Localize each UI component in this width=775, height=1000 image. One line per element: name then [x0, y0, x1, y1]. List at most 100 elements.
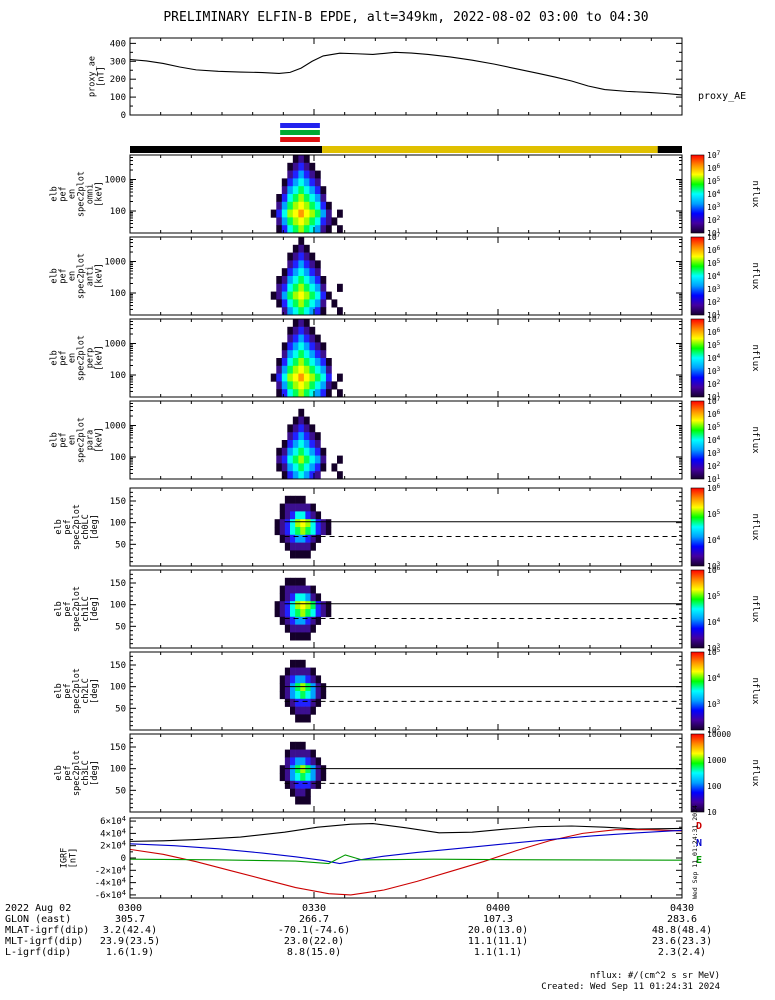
nflux-units-label: nflux: #/(cm^2 s sr MeV) — [589, 971, 720, 981]
svg-text:101: 101 — [707, 310, 721, 320]
panel-pa_ch0: 50 100 150 elb pef spec2plot ch0LC [deg] 106 105 1… — [54, 483, 760, 571]
svg-text:[keV]: [keV] — [95, 263, 105, 289]
svg-text:150: 150 — [110, 743, 126, 753]
created-timestamp: Created: Wed Sep 11 01:24:31 2024 — [541, 982, 720, 992]
svg-text:spec2plot: spec2plot — [77, 335, 87, 381]
svg-text:100: 100 — [110, 453, 126, 463]
colorbar — [690, 154, 705, 234]
svg-text:104: 104 — [707, 535, 721, 545]
svg-text:elb: elb — [50, 268, 60, 283]
svg-text:ch0LC: ch0LC — [81, 514, 91, 540]
svg-text:elb: elb — [54, 765, 64, 780]
svg-text:50: 50 — [115, 622, 126, 632]
panel-pa_ch2: 50 100 150 elb pef spec2plot ch2LC [deg] 105 104 1… — [54, 647, 760, 735]
lshell-value: 8.8(15.0) — [286, 947, 342, 958]
svg-text:105: 105 — [707, 509, 721, 519]
availability-bar-segment — [130, 146, 323, 153]
svg-text:106: 106 — [707, 327, 721, 337]
svg-text:spec2plot: spec2plot — [72, 668, 82, 714]
y-axis-label: proxy_ae [nT] — [88, 56, 107, 97]
svg-text:103: 103 — [707, 561, 721, 571]
svg-text:100: 100 — [110, 683, 126, 693]
svg-text:elb: elb — [54, 519, 64, 534]
svg-text:100: 100 — [110, 207, 126, 217]
svg-text:spec2plot: spec2plot — [77, 417, 87, 463]
svg-text:[deg]: [deg] — [90, 760, 100, 786]
side-timestamp: Wed Sep 11 01:24:31 2024 — [691, 805, 699, 899]
availability-bar-segment — [657, 146, 682, 153]
svg-text:50: 50 — [115, 704, 126, 714]
mlt-value: 23.6(23.3) — [651, 936, 713, 947]
y-axis-label: elb pef spec2plot ch2LC [deg] — [54, 668, 100, 714]
annotation-row-mlt: MLT-igrf(dip) 23.9(23.5) 23.0(22.0) 11.1… — [0, 936, 775, 947]
time-tick-label: 0330 — [301, 903, 327, 914]
svg-text:E: E — [696, 855, 702, 866]
svg-text:[keV]: [keV] — [95, 427, 105, 453]
svg-text:ch2LC: ch2LC — [81, 678, 91, 704]
colorbar — [690, 651, 705, 731]
svg-text:104: 104 — [707, 435, 721, 445]
svg-text:IGRF: IGRF — [60, 848, 70, 868]
colorbar-title: nflux — [750, 677, 760, 705]
mlt-label: MLT-igrf(dip) — [5, 936, 84, 947]
svg-text:107: 107 — [707, 314, 721, 324]
svg-text:[nT]: [nT] — [69, 848, 79, 868]
colorbar-title: nflux — [750, 513, 760, 541]
svg-text:0: 0 — [121, 854, 126, 864]
svg-text:pef: pef — [59, 186, 69, 201]
availability-bar-segment — [322, 146, 658, 153]
svg-text:1000: 1000 — [104, 176, 126, 186]
svg-text:100: 100 — [110, 601, 126, 611]
svg-text:N: N — [696, 838, 702, 849]
svg-text:D: D — [696, 821, 702, 832]
svg-text:104: 104 — [707, 271, 721, 281]
svg-text:101: 101 — [707, 392, 721, 402]
date-label: 2022 Aug 02 — [5, 903, 72, 914]
svg-text:103: 103 — [707, 699, 721, 709]
svg-text:100: 100 — [110, 519, 126, 529]
svg-text:200: 200 — [110, 75, 126, 85]
colorbar-title: nflux — [750, 180, 760, 208]
colorbar-title: nflux — [750, 426, 760, 454]
svg-text:elb: elb — [54, 601, 64, 616]
svg-text:400: 400 — [110, 39, 126, 49]
svg-text:102: 102 — [707, 461, 721, 471]
svg-text:[deg]: [deg] — [90, 596, 100, 622]
footer: nflux: #/(cm^2 s sr MeV) Created: Wed Se… — [541, 971, 720, 993]
svg-text:spec2plot: spec2plot — [77, 253, 87, 299]
svg-text:pef: pef — [59, 350, 69, 365]
svg-text:107: 107 — [707, 396, 721, 406]
svg-text:106: 106 — [707, 565, 721, 575]
svg-text:proxy_ae: proxy_ae — [88, 56, 98, 97]
svg-text:1000: 1000 — [104, 422, 126, 432]
colorbar — [690, 318, 705, 398]
svg-text:107: 107 — [707, 150, 721, 160]
svg-text:en: en — [68, 189, 78, 199]
svg-text:elb: elb — [50, 432, 60, 447]
y-axis-label: elb pef en spec2plot omni [keV] — [50, 171, 105, 217]
y-axis-label: elb pef spec2plot ch1LC [deg] — [54, 586, 100, 632]
page-title: PRELIMINARY ELFIN-B EPDE, alt=349km, 202… — [163, 10, 649, 25]
colorbar — [690, 487, 705, 567]
y-axis-label: elb pef en spec2plot para [keV] — [50, 417, 105, 463]
svg-text:104: 104 — [707, 673, 721, 683]
colorbar — [690, 400, 705, 480]
svg-text:elb: elb — [50, 186, 60, 201]
svg-text:102: 102 — [707, 297, 721, 307]
svg-text:100: 100 — [110, 289, 126, 299]
svg-text:[nT]: [nT] — [97, 66, 107, 86]
svg-text:6×104: 6×104 — [100, 815, 126, 827]
svg-text:100: 100 — [110, 371, 126, 381]
svg-text:-2×104: -2×104 — [95, 864, 126, 876]
svg-text:150: 150 — [110, 661, 126, 671]
svg-text:300: 300 — [110, 57, 126, 67]
colorbar — [690, 236, 705, 316]
svg-text:en: en — [68, 435, 78, 445]
svg-text:103: 103 — [707, 448, 721, 458]
svg-text:104: 104 — [707, 189, 721, 199]
